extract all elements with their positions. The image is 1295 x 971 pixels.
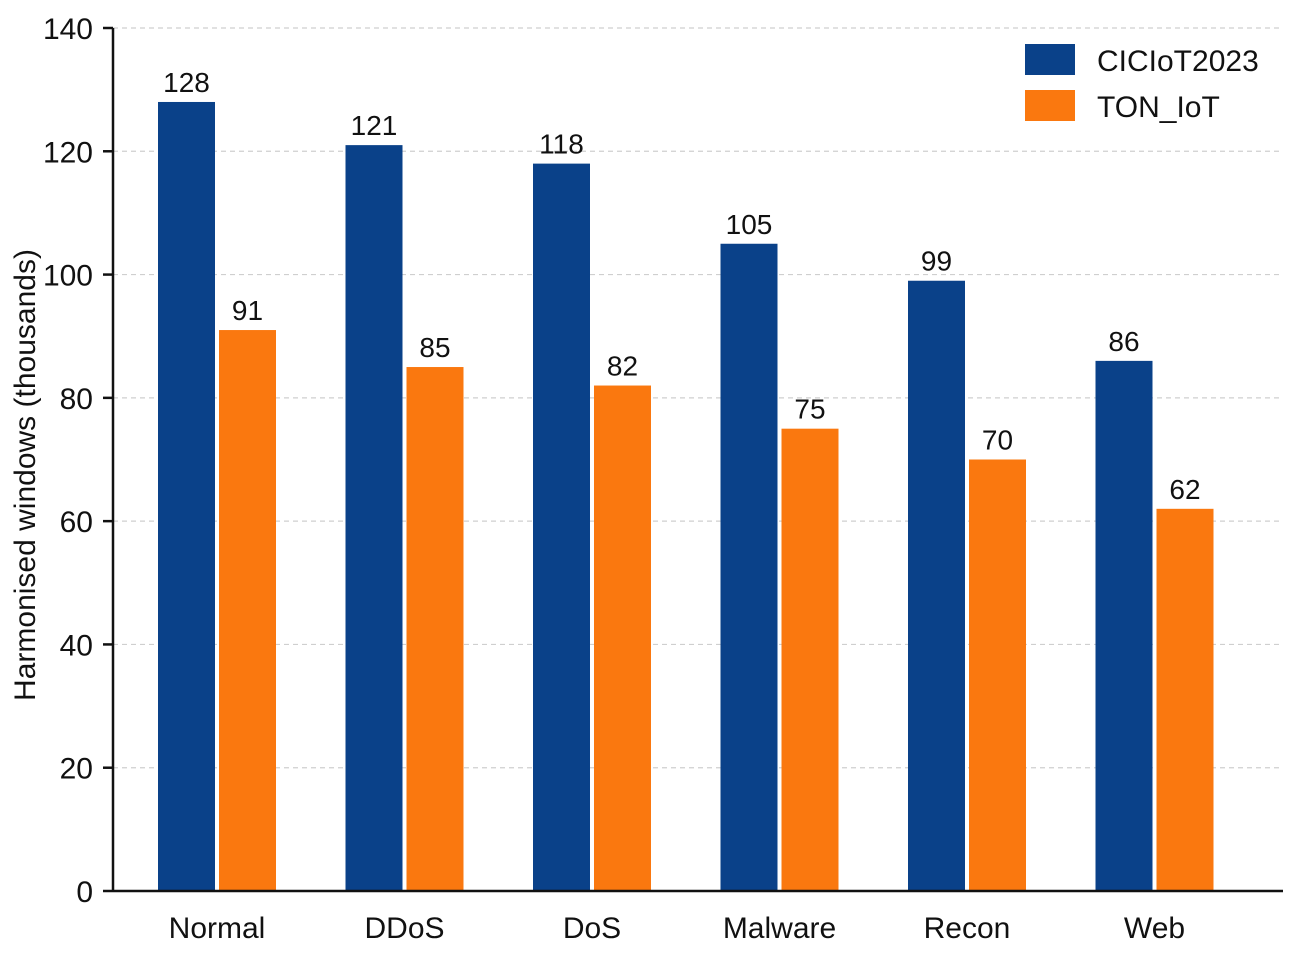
y-axis-ticks: 0 20 40 60 80 100 120 140 bbox=[43, 13, 113, 909]
data-label-ton-iot-recon: 70 bbox=[982, 425, 1013, 456]
bars bbox=[158, 101, 1214, 892]
y-tick-label-40: 40 bbox=[60, 629, 93, 662]
bar-ton-iot-web bbox=[1156, 508, 1214, 891]
x-tick-label-recon: Recon bbox=[924, 912, 1011, 945]
y-tick-label-100: 100 bbox=[43, 260, 93, 293]
x-tick-label-malware: Malware bbox=[723, 912, 836, 945]
data-label-ton-iot-ddos: 85 bbox=[419, 332, 450, 363]
bar-ton-iot-recon bbox=[969, 459, 1026, 891]
data-labels: 128 91 121 85 118 82 105 75 99 70 86 62 bbox=[163, 67, 1200, 505]
data-label-ton-iot-normal: 91 bbox=[232, 295, 263, 326]
bar-ton-iot-ddos bbox=[406, 367, 464, 891]
legend-label-ton-iot: TON_IoT bbox=[1097, 91, 1220, 124]
data-label-ton-iot-dos: 82 bbox=[607, 351, 638, 382]
y-tick-label-120: 120 bbox=[43, 136, 93, 169]
y-tick-label-140: 140 bbox=[43, 13, 93, 46]
y-axis-title: Harmonised windows (thousands) bbox=[9, 249, 42, 701]
grid-lines bbox=[113, 27, 1283, 769]
x-tick-label-web: Web bbox=[1124, 912, 1185, 945]
y-tick-label-20: 20 bbox=[60, 753, 93, 786]
data-label-ciciot2023-malware: 105 bbox=[726, 209, 773, 240]
y-tick-label-0: 0 bbox=[76, 876, 93, 909]
bar-ton-iot-dos bbox=[594, 385, 651, 891]
bar-ciciot2023-malware bbox=[720, 243, 778, 891]
data-label-ciciot2023-ddos: 121 bbox=[351, 110, 398, 141]
bar-ciciot2023-web bbox=[1095, 360, 1153, 891]
y-tick-label-80: 80 bbox=[60, 383, 93, 416]
data-label-ciciot2023-normal: 128 bbox=[163, 67, 210, 98]
bar-ciciot2023-ddos bbox=[345, 145, 403, 891]
legend-label-ciciot2023: CICIoT2023 bbox=[1097, 45, 1259, 78]
bar-ciciot2023-normal bbox=[158, 101, 215, 891]
data-label-ton-iot-malware: 75 bbox=[794, 394, 825, 425]
data-label-ciciot2023-web: 86 bbox=[1108, 326, 1139, 357]
bar-ciciot2023-recon bbox=[908, 280, 965, 891]
x-tick-label-ddos: DDoS bbox=[364, 912, 444, 945]
bar-ton-iot-normal bbox=[219, 330, 276, 891]
data-label-ciciot2023-recon: 99 bbox=[921, 246, 952, 277]
data-label-ciciot2023-dos: 118 bbox=[539, 129, 584, 160]
x-tick-label-normal: Normal bbox=[169, 912, 266, 945]
legend: CICIoT2023 TON_IoT bbox=[1025, 44, 1259, 124]
bar-ton-iot-malware bbox=[781, 428, 839, 891]
bar-ciciot2023-dos bbox=[533, 163, 590, 892]
x-axis-labels: Normal DDoS DoS Malware Recon Web bbox=[169, 912, 1185, 945]
y-tick-label-60: 60 bbox=[60, 506, 93, 539]
data-label-ton-iot-web: 62 bbox=[1169, 474, 1200, 505]
legend-swatch-ciciot2023 bbox=[1025, 44, 1075, 75]
x-tick-label-dos: DoS bbox=[563, 912, 621, 945]
legend-swatch-ton-iot bbox=[1025, 90, 1075, 121]
